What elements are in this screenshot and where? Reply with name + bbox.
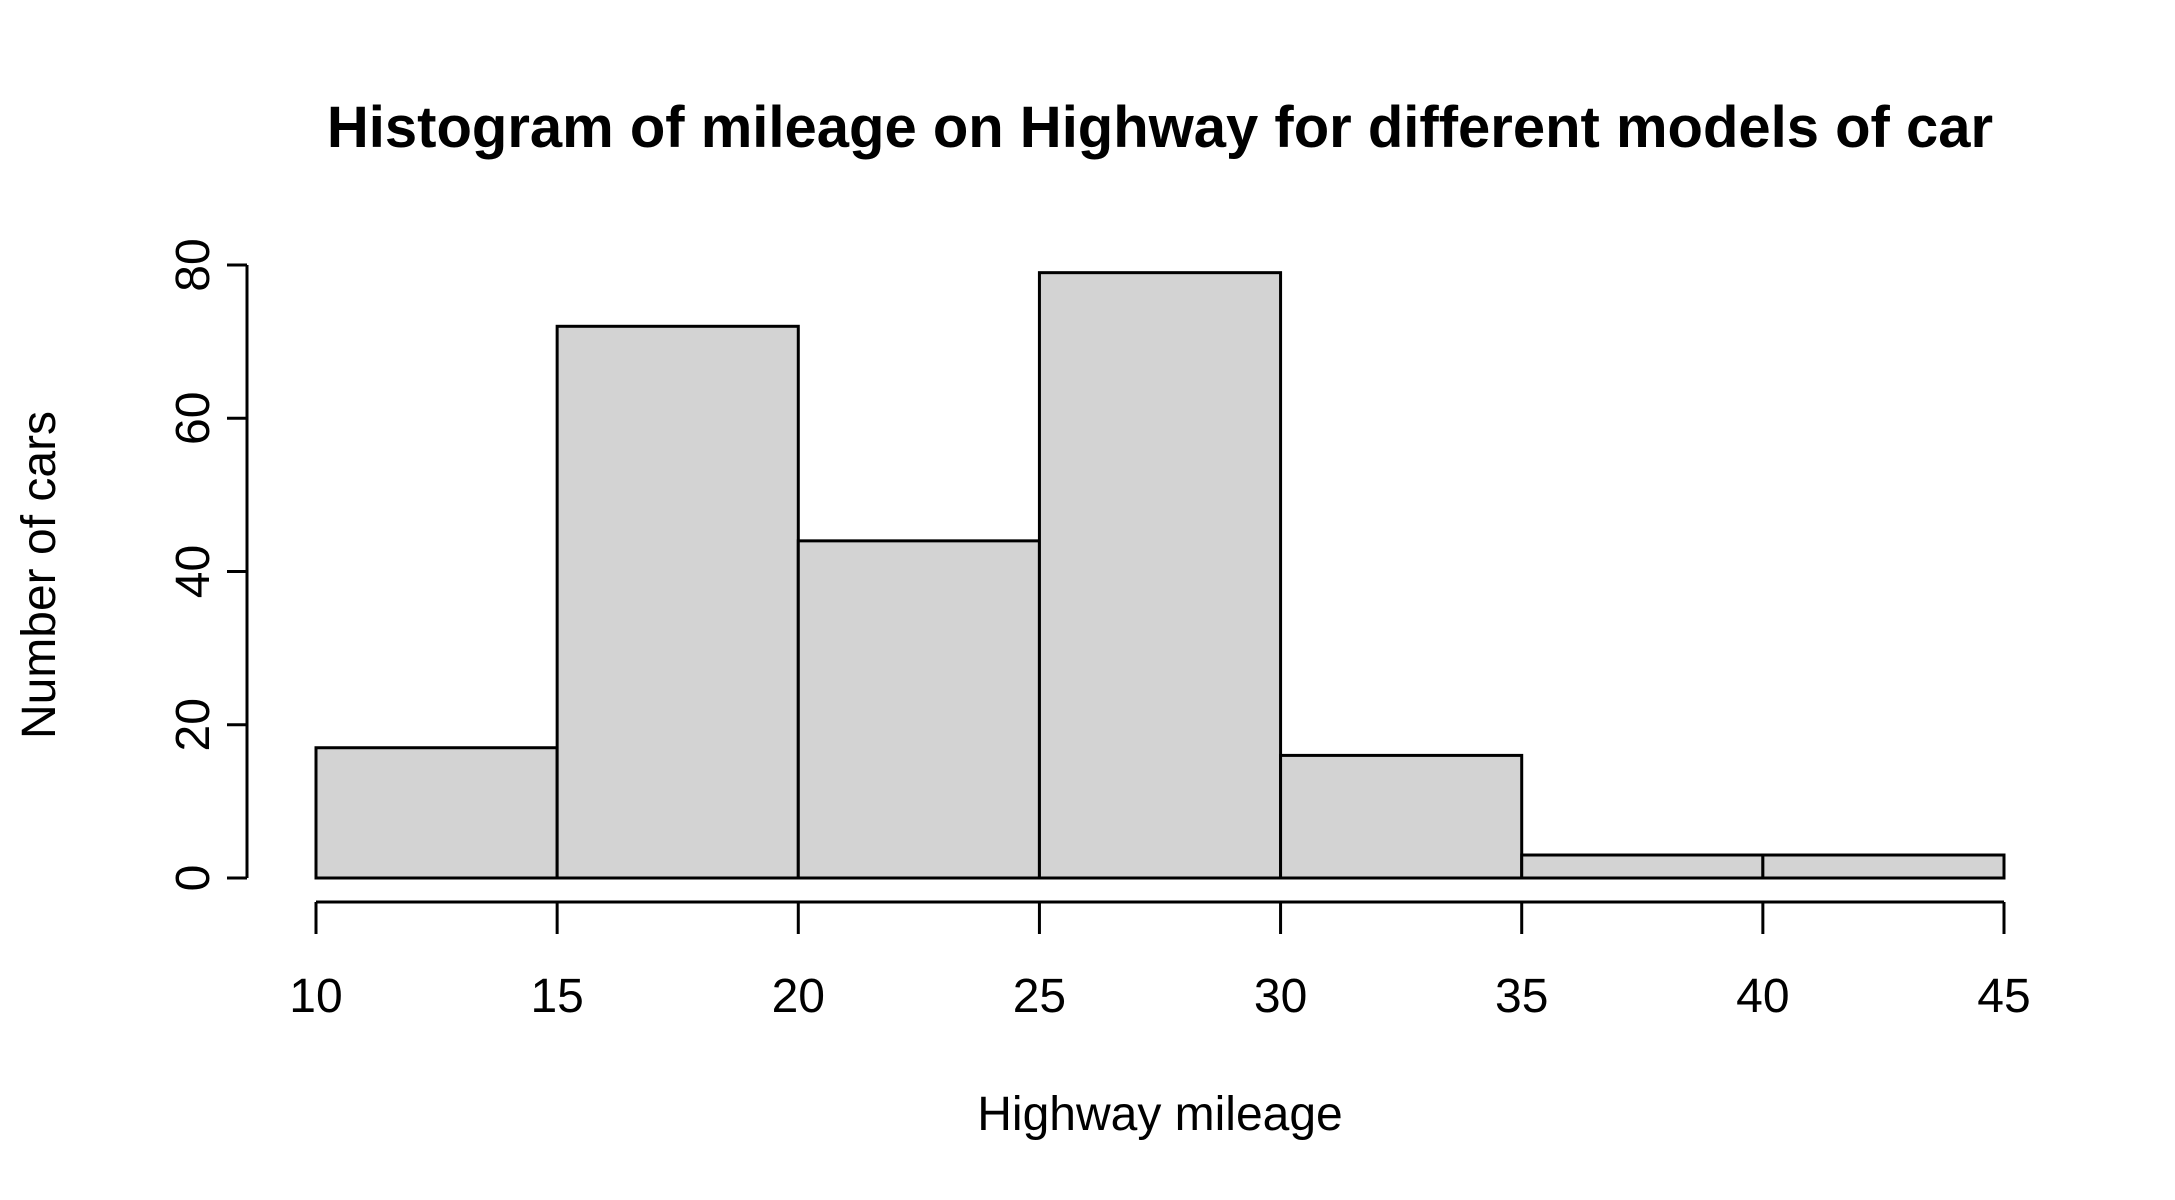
y-tick-label-40: 40 bbox=[167, 545, 220, 598]
y-axis-label: Number of cars bbox=[13, 411, 66, 739]
histogram-bar-10-15 bbox=[314, 746, 559, 880]
x-tick-label-40: 40 bbox=[1736, 970, 1789, 1023]
histogram-bars bbox=[314, 271, 2006, 880]
histogram-bar-20-25 bbox=[796, 539, 1041, 880]
x-tick-label-35: 35 bbox=[1495, 970, 1548, 1023]
y-tick-label-60: 60 bbox=[167, 392, 220, 445]
x-tick-label-45: 45 bbox=[1977, 970, 2030, 1023]
histogram-bar-30-35 bbox=[1279, 753, 1524, 880]
histogram-bar-25-30 bbox=[1037, 271, 1283, 880]
x-tick-label-25: 25 bbox=[1013, 970, 1066, 1023]
x-tick-label-30: 30 bbox=[1254, 970, 1307, 1023]
x-tick-label-20: 20 bbox=[772, 970, 825, 1023]
histogram-bar-35-40 bbox=[1520, 853, 1765, 880]
x-axis: 10 15 20 25 30 35 40 45 bbox=[289, 900, 2031, 1023]
x-tick-label-15: 15 bbox=[530, 970, 583, 1023]
histogram-bar-40-45 bbox=[1761, 853, 2006, 880]
y-tick-label-20: 20 bbox=[167, 698, 220, 751]
y-tick-label-0: 0 bbox=[167, 865, 220, 892]
x-axis-label: Highway mileage bbox=[977, 1088, 1343, 1141]
y-tick-label-80: 80 bbox=[167, 238, 220, 291]
chart-title: Histogram of mileage on Highway for diff… bbox=[327, 95, 1993, 160]
y-axis: 0 20 40 60 80 bbox=[167, 238, 249, 892]
histogram-bar-15-20 bbox=[555, 324, 800, 880]
x-tick-label-10: 10 bbox=[289, 970, 342, 1023]
